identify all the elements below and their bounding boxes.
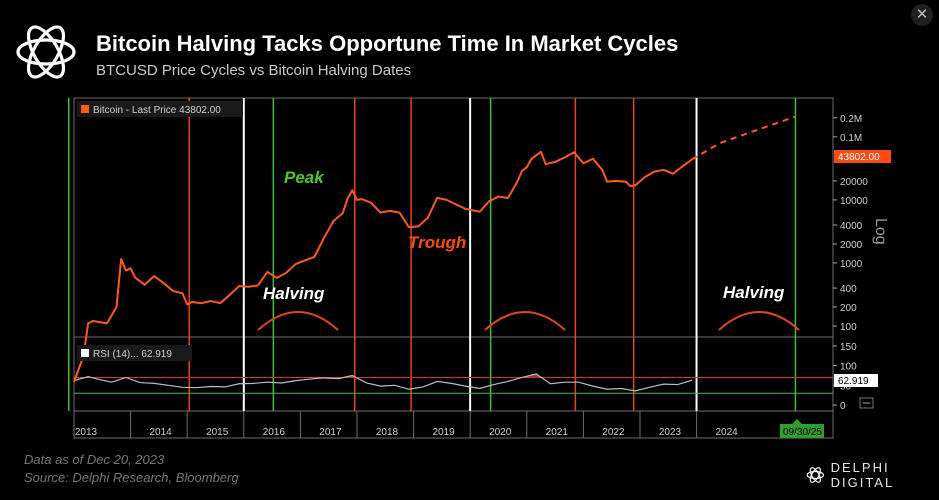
halving-arc — [257, 311, 339, 331]
price-legend-swatch — [81, 105, 89, 113]
price-tick-label: 4000 — [840, 221, 863, 232]
rsi-last-value-badge — [834, 374, 878, 387]
price-tick-label: 0.1M — [840, 133, 862, 144]
brand-name: DELPHI DIGITAL — [830, 460, 895, 490]
price-tick-label: 1000 — [840, 259, 863, 270]
price-series-line — [73, 150, 693, 383]
x-tick-label: 2024 — [715, 427, 738, 438]
peak-annotation: Peak — [284, 168, 325, 187]
plot-frame — [73, 97, 834, 439]
x-tick-label: 2013 — [75, 427, 98, 438]
price-tick-label: 100 — [840, 322, 857, 333]
x-tick-label: 2021 — [546, 427, 569, 438]
delphi-logo-icon — [16, 25, 76, 79]
delphi-brand-icon — [806, 467, 825, 483]
halving-arc — [718, 311, 800, 331]
x-tick-label: 2016 — [263, 427, 286, 438]
rsi-legend-swatch — [81, 349, 89, 357]
rsi-tick-label: 0 — [840, 401, 846, 412]
x-tick-label: 2014 — [149, 427, 172, 438]
chart-subtitle: BTCUSD Price Cycles vs Bitcoin Halving D… — [96, 62, 412, 79]
price-tick-label: 400 — [840, 284, 857, 295]
x-tick-label: 2020 — [489, 427, 512, 438]
rsi-tick-label: 150 — [840, 342, 857, 353]
price-tick-label: 200 — [840, 303, 857, 314]
end-date-badge — [780, 424, 824, 438]
panel-collapse-icon[interactable] — [859, 397, 874, 409]
price-tick-label: 0.2M — [840, 114, 862, 125]
end-date-label: 09/30/25 — [783, 427, 822, 438]
trough-annotation: Trough — [408, 233, 466, 252]
rsi-series-line — [73, 373, 693, 392]
source-note: Source: Delphi Research, Bloomberg — [24, 470, 239, 485]
halving-arc — [484, 311, 566, 331]
rsi-tick-label: 100 — [840, 362, 857, 373]
rsi-last-value: 62.919 — [838, 376, 869, 387]
price-tick-label: 2000 — [840, 240, 863, 251]
price-legend-label: Bitcoin - Last Price 43802.00 — [93, 105, 221, 116]
data-date-note: Data as of Dec 20, 2023 — [24, 452, 165, 467]
x-tick-label: 2022 — [602, 427, 625, 438]
brand: DELPHI DIGITAL — [806, 460, 939, 490]
x-tick-label: 2018 — [376, 427, 399, 438]
price-last-value: 43802.00 — [838, 152, 880, 163]
halving-annotation-1: Halving — [263, 284, 325, 303]
price-last-value-badge — [834, 150, 891, 163]
y-axis-scale-label: Log — [872, 218, 889, 245]
price-tick-label: 20000 — [840, 177, 868, 188]
rsi-legend-box — [77, 345, 192, 361]
x-tick-label: 2015 — [206, 427, 229, 438]
x-tick-label: 2023 — [659, 427, 682, 438]
rsi-legend-label: RSI (14)... 62.919 — [93, 349, 172, 360]
end-date-marker-icon — [792, 419, 802, 424]
price-tick-label: 10000 — [840, 196, 868, 207]
halving-annotation-2: Halving — [723, 283, 785, 302]
chart-title: Bitcoin Halving Tacks Opportune Time In … — [96, 31, 679, 56]
x-tick-label: 2019 — [432, 427, 455, 438]
price-legend-box — [77, 101, 243, 117]
close-icon[interactable]: ✕ — [911, 4, 933, 26]
x-tick-label: 2017 — [319, 427, 342, 438]
